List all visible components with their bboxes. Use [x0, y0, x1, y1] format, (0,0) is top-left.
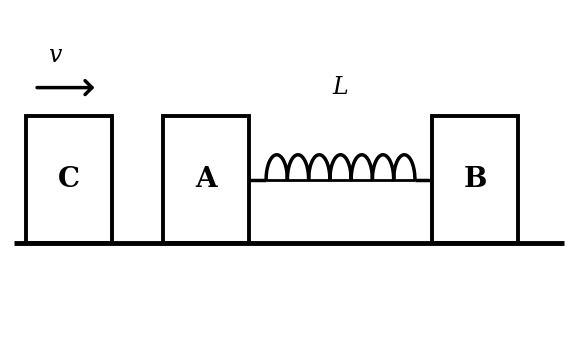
Bar [163, 116, 249, 243]
Text: B: B [464, 166, 487, 193]
Bar [432, 116, 518, 243]
Text: v: v [47, 44, 61, 67]
Text: C: C [58, 166, 80, 193]
Text: L: L [333, 76, 349, 99]
Text: A: A [195, 166, 217, 193]
Bar [25, 116, 112, 243]
